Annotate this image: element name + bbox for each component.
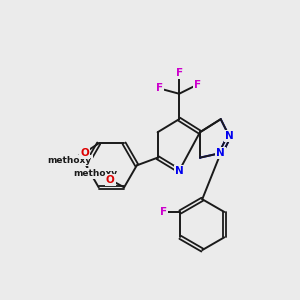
Text: F: F <box>160 207 167 217</box>
Text: F: F <box>176 68 183 78</box>
Text: N: N <box>216 148 225 158</box>
Text: F: F <box>194 80 201 89</box>
Text: O: O <box>106 175 115 185</box>
Text: O: O <box>80 148 89 158</box>
Text: F: F <box>194 80 201 89</box>
Text: N: N <box>175 166 184 176</box>
Text: F: F <box>160 207 167 217</box>
Text: F: F <box>176 68 183 78</box>
Text: O: O <box>106 175 115 185</box>
Text: F: F <box>156 83 163 93</box>
Text: N: N <box>225 131 234 141</box>
Text: O: O <box>80 148 89 158</box>
Text: methoxy: methoxy <box>47 156 92 165</box>
Text: F: F <box>156 83 163 93</box>
Text: methoxy: methoxy <box>73 169 117 178</box>
